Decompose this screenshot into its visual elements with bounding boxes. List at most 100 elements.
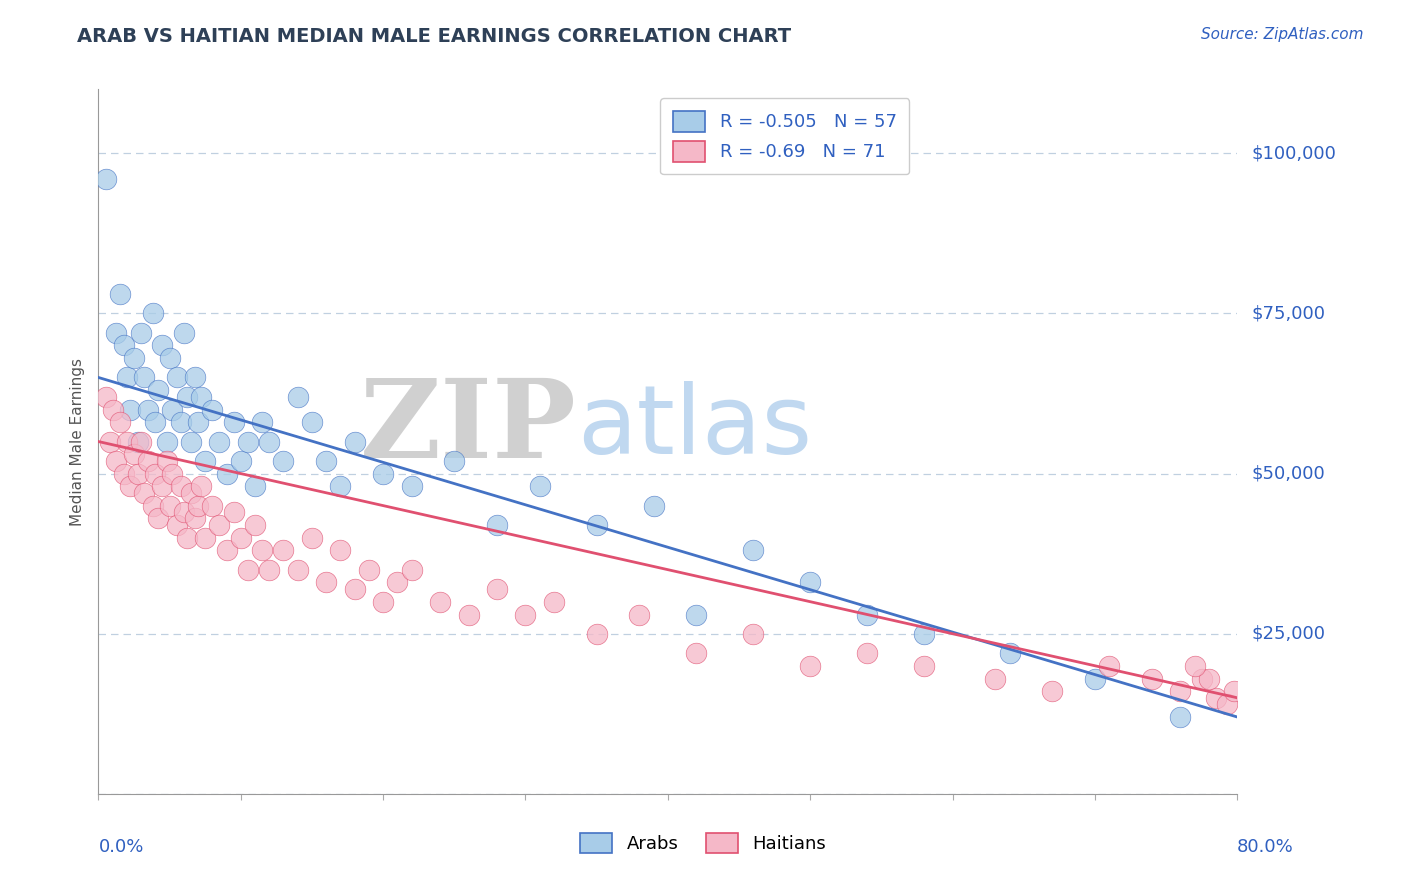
Point: [742, 626, 765, 640]
Point: [141, 499, 163, 513]
Point: [94, 172, 117, 186]
Point: [208, 517, 231, 532]
Point: [145, 415, 167, 429]
Point: [236, 563, 259, 577]
Point: [329, 543, 352, 558]
Point: [343, 434, 366, 449]
Point: [104, 326, 127, 340]
Point: [187, 499, 209, 513]
Point: [259, 434, 281, 449]
Point: [1223, 684, 1246, 698]
Point: [628, 607, 651, 622]
Point: [156, 434, 179, 449]
Point: [170, 415, 193, 429]
Point: [122, 447, 145, 461]
Point: [387, 575, 409, 590]
Legend: R = -0.505   N = 57, R = -0.69   N = 71: R = -0.505 N = 57, R = -0.69 N = 71: [661, 98, 910, 174]
Point: [273, 543, 295, 558]
Point: [343, 582, 366, 596]
Point: [122, 351, 145, 366]
Point: [166, 370, 188, 384]
Point: [194, 454, 217, 468]
Point: [912, 658, 935, 673]
Point: [187, 415, 209, 429]
Point: [457, 607, 479, 622]
Point: [115, 434, 138, 449]
Point: [173, 326, 195, 340]
Point: [136, 454, 159, 468]
Point: [98, 434, 121, 449]
Point: [529, 479, 551, 493]
Point: [998, 646, 1021, 660]
Point: [129, 434, 152, 449]
Point: [180, 485, 202, 500]
Text: $50,000: $50,000: [1251, 465, 1324, 483]
Point: [159, 499, 181, 513]
Point: [104, 454, 127, 468]
Point: [1084, 672, 1107, 686]
Point: [201, 402, 224, 417]
Text: $100,000: $100,000: [1251, 145, 1336, 162]
Point: [799, 658, 821, 673]
Point: [141, 306, 163, 320]
Point: [373, 595, 395, 609]
Point: [132, 370, 155, 384]
Text: 0.0%: 0.0%: [98, 838, 143, 856]
Point: [401, 563, 423, 577]
Point: [315, 575, 337, 590]
Point: [1191, 672, 1213, 686]
Point: [101, 402, 124, 417]
Point: [1040, 684, 1063, 698]
Point: [401, 479, 423, 493]
Point: [429, 595, 451, 609]
Point: [856, 607, 879, 622]
Point: [287, 390, 309, 404]
Point: [194, 531, 217, 545]
Point: [1216, 697, 1239, 711]
Point: [129, 326, 152, 340]
Point: [250, 543, 273, 558]
Point: [1198, 672, 1220, 686]
Point: [243, 479, 266, 493]
Point: [148, 384, 170, 398]
Point: [301, 531, 323, 545]
Point: [166, 517, 188, 532]
Point: [176, 390, 198, 404]
Point: [585, 517, 607, 532]
Point: [162, 467, 184, 481]
Point: [357, 563, 380, 577]
Point: [108, 415, 131, 429]
Point: [184, 370, 207, 384]
Point: [1098, 658, 1121, 673]
Point: [173, 505, 195, 519]
Point: [856, 646, 879, 660]
Point: [229, 531, 252, 545]
Point: [152, 479, 174, 493]
Point: [159, 351, 181, 366]
Point: [287, 563, 309, 577]
Point: [94, 390, 117, 404]
Point: [136, 402, 159, 417]
Point: [180, 434, 202, 449]
Legend: Arabs, Haitians: Arabs, Haitians: [572, 825, 834, 861]
Point: [118, 479, 141, 493]
Point: [127, 434, 149, 449]
Point: [156, 454, 179, 468]
Point: [201, 499, 224, 513]
Point: [115, 370, 138, 384]
Point: [643, 499, 665, 513]
Point: [443, 454, 465, 468]
Point: [984, 672, 1007, 686]
Point: [236, 434, 259, 449]
Point: [1205, 690, 1227, 705]
Point: [486, 517, 509, 532]
Point: [127, 467, 149, 481]
Point: [515, 607, 537, 622]
Point: [215, 543, 238, 558]
Text: Source: ZipAtlas.com: Source: ZipAtlas.com: [1201, 27, 1364, 42]
Point: [148, 511, 170, 525]
Point: [184, 511, 207, 525]
Point: [176, 531, 198, 545]
Point: [799, 575, 821, 590]
Point: [273, 454, 295, 468]
